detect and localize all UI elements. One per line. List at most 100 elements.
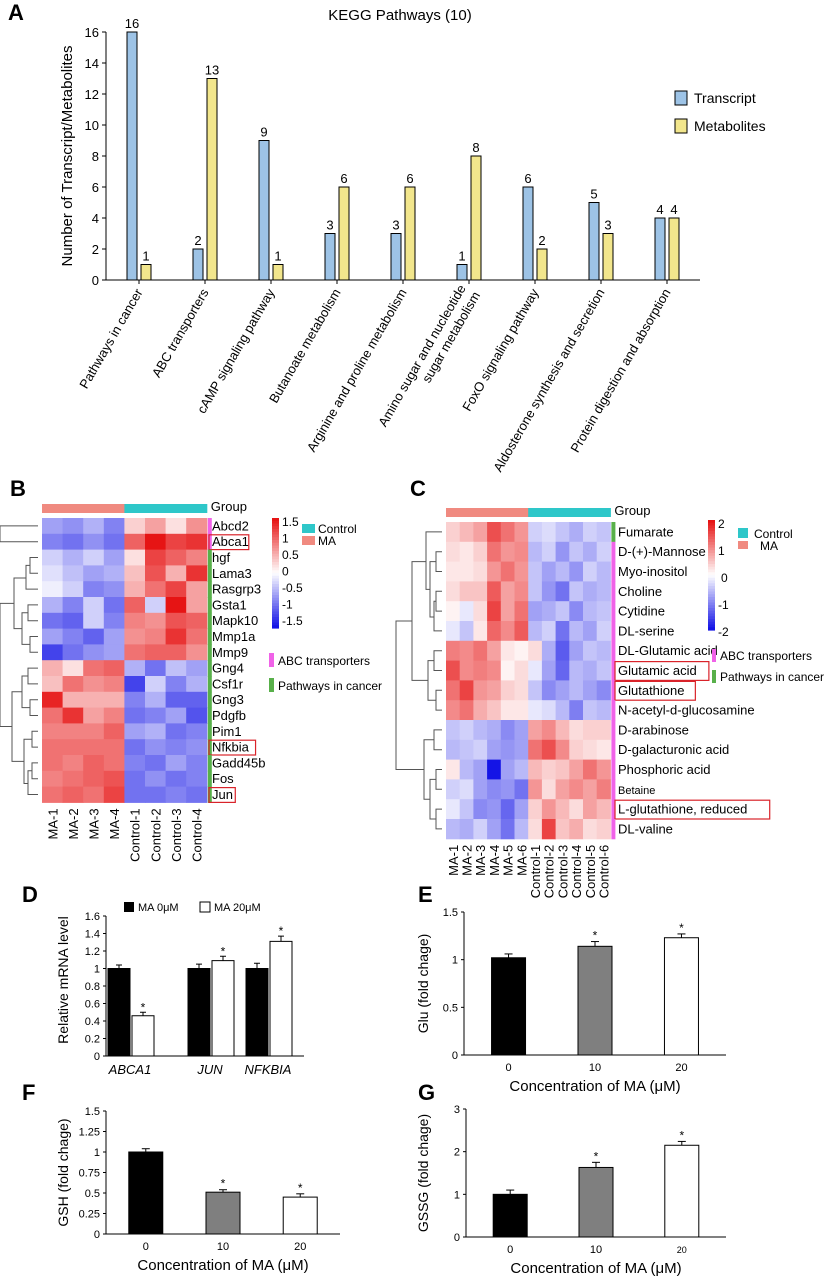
row-highlight-box <box>208 739 257 756</box>
dendrogram-branch <box>435 689 442 711</box>
y-tick-label: 1.5 <box>443 907 458 919</box>
color-scale-step <box>272 573 279 577</box>
color-scale-step <box>272 542 279 547</box>
heatmap-cell <box>473 601 488 622</box>
heatmap-cell <box>596 779 611 800</box>
row-label: Rasgrp3 <box>212 582 261 597</box>
color-scale-step <box>708 525 715 529</box>
y-tick-label: 1 <box>452 955 458 967</box>
legend-label: MA 20μM <box>214 902 261 914</box>
heatmap-cell <box>514 522 529 543</box>
heatmap-cell <box>487 541 502 563</box>
bar-value-label: 3 <box>604 218 611 233</box>
row-highlight-box <box>208 787 236 804</box>
heatmap-cell <box>500 799 515 820</box>
heatmap-cell <box>124 628 146 645</box>
color-scale-step <box>708 594 715 598</box>
heatmap-cell <box>583 759 598 780</box>
heatmap-cell <box>569 660 584 681</box>
color-scale-step <box>272 559 279 563</box>
column-label: Control-2 <box>542 845 557 898</box>
x-category-label-line: Aldosterone synthesis and secretion <box>490 286 607 474</box>
pathway-bar-cell <box>207 660 212 677</box>
heatmap-cell <box>83 739 105 756</box>
heatmap-cell <box>473 680 488 701</box>
heatmap-cell <box>446 541 461 563</box>
color-scale-step <box>272 611 279 615</box>
color-scale-tick: 1.5 <box>282 515 299 529</box>
pathway-bar-cell <box>611 799 616 820</box>
group-bar-cell <box>487 508 502 517</box>
bar <box>663 937 699 1056</box>
heatmap-cell <box>42 770 64 788</box>
dendrogram-branch <box>29 557 38 574</box>
heatmap-cell <box>42 518 64 535</box>
color-scale-step <box>708 602 715 606</box>
legend-swatch-ma <box>302 536 315 545</box>
heatmap-cell <box>145 739 167 756</box>
heatmap-cell <box>528 561 543 582</box>
color-scale-step <box>708 588 715 593</box>
heatmap-cell <box>42 549 64 566</box>
heatmap-cell <box>186 549 208 566</box>
column-label: MA-6 <box>514 845 529 876</box>
heatmap-cell <box>42 755 64 772</box>
column-label: Control-3 <box>555 845 570 898</box>
heatmap-cell <box>165 755 187 772</box>
heatmap-cell <box>165 597 187 614</box>
column-label: Control-4 <box>569 845 584 898</box>
column-label: MA-3 <box>473 845 488 876</box>
heatmap-cell <box>83 565 105 582</box>
y-tick-label: 0.5 <box>443 1002 458 1014</box>
dendrogram-branch <box>435 808 442 830</box>
heatmap-cell <box>62 644 84 661</box>
heatmap-cell <box>473 700 488 721</box>
heatmap-cell <box>145 770 167 788</box>
heatmap-cell <box>555 601 570 622</box>
dendrogram-branch <box>435 769 442 790</box>
row-highlight-box <box>614 680 696 701</box>
dendrogram-branch <box>429 778 436 820</box>
pathway-bar-cell <box>207 581 212 598</box>
pathway-bar-cell <box>207 770 212 788</box>
row-label: Gng4 <box>212 661 244 676</box>
color-scale-step <box>272 597 279 602</box>
dendrogram-branch <box>25 564 38 590</box>
heatmap-cell <box>514 561 529 582</box>
group-bar-cell <box>500 508 515 517</box>
heatmap-cell <box>473 522 488 543</box>
heatmap-cell <box>528 759 543 780</box>
heatmap-cell <box>83 533 105 551</box>
heatmap-cell <box>555 680 570 701</box>
y-tick-label: 4 <box>92 211 99 226</box>
pathway-bar-cell <box>207 628 212 645</box>
heatmap-cell <box>487 819 502 840</box>
heatmap-cell <box>124 644 146 661</box>
significance-marker: * <box>594 1149 599 1163</box>
color-scale-step <box>272 603 279 607</box>
legend-label: Transcript <box>694 90 756 106</box>
heatmap-cell <box>42 581 64 598</box>
x-category-label: JUN <box>196 1062 223 1077</box>
heatmap-cell <box>124 770 146 788</box>
heatmap-cell <box>124 518 146 535</box>
row-label: DL-Glutamic acid <box>618 643 718 658</box>
row-label: N-acetyl-d-glucosamine <box>618 703 755 718</box>
heatmap-cell <box>596 640 611 662</box>
heatmap-cell <box>541 759 557 780</box>
heatmap-cell <box>145 597 167 614</box>
pathway-bar-cell <box>207 676 212 693</box>
bar <box>205 1191 241 1235</box>
bar <box>577 945 613 1056</box>
color-scale-tick: -1 <box>718 598 729 612</box>
heatmap-cell <box>541 779 557 800</box>
heatmap-cell <box>165 518 187 535</box>
color-scale-step <box>272 614 279 618</box>
column-label: Control-6 <box>597 845 612 898</box>
color-scale-step <box>272 534 279 538</box>
heatmap-cell <box>583 819 598 840</box>
color-scale-step <box>708 580 715 584</box>
panel-letter-c: C <box>410 476 426 501</box>
y-tick-label: 0.25 <box>79 1209 100 1221</box>
heatmap-cell <box>583 522 598 543</box>
